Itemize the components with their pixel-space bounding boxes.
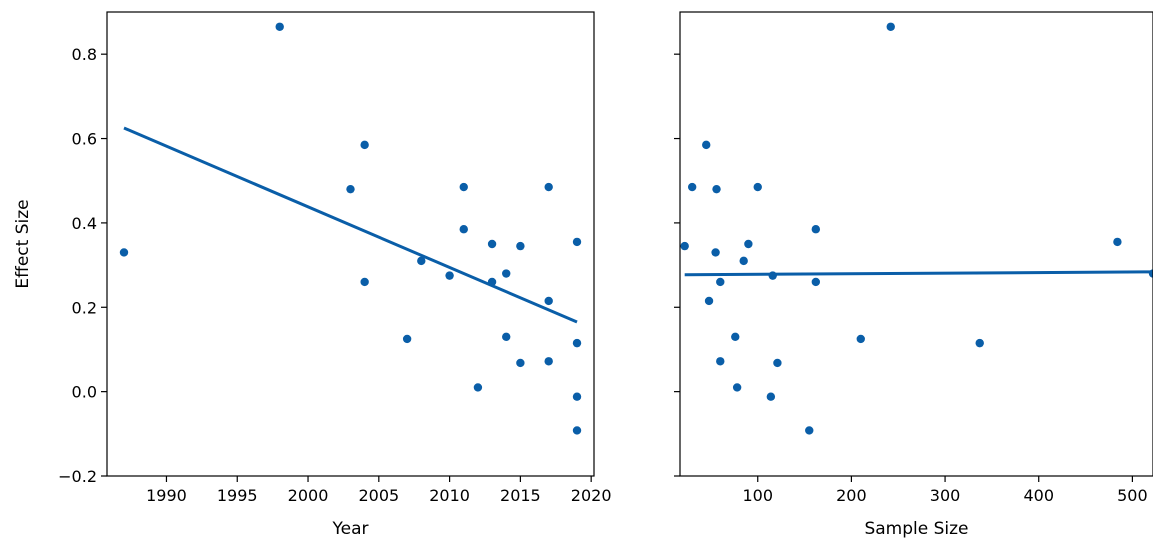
- data-point: [768, 271, 777, 280]
- data-point: [805, 426, 814, 435]
- data-point: [704, 296, 714, 306]
- data-point: [732, 383, 742, 392]
- x-tick-label: 2000: [288, 486, 329, 505]
- axes-frame: [679, 11, 1153, 477]
- data-point: [572, 392, 582, 401]
- data-point: [402, 334, 412, 344]
- y-tick-label: 0.8: [72, 45, 97, 64]
- x-axis-label: Year: [332, 519, 369, 539]
- data-point: [811, 277, 821, 287]
- data-point: [773, 358, 782, 368]
- data-point: [119, 248, 129, 257]
- data-point: [886, 22, 895, 31]
- data-point: [716, 277, 725, 287]
- y-tick-label: 0.6: [72, 130, 97, 149]
- y-tick-label: 0.0: [72, 383, 97, 402]
- x-tick-label: 1995: [217, 486, 258, 505]
- data-point: [459, 182, 468, 192]
- y-axis-label: Effect Size: [13, 199, 33, 288]
- data-point: [766, 392, 776, 401]
- x-tick-label: 2010: [429, 486, 470, 505]
- x-tick-label: 200: [836, 486, 867, 505]
- data-point: [572, 426, 582, 435]
- data-point: [731, 332, 740, 341]
- axes-frame: [106, 11, 595, 477]
- data-point: [739, 256, 748, 266]
- data-point: [975, 338, 984, 348]
- data-point: [744, 239, 753, 249]
- data-point: [502, 269, 511, 278]
- x-tick-label: 100: [742, 486, 773, 505]
- data-point: [687, 182, 697, 192]
- x-tick-label: 500: [1117, 486, 1148, 505]
- y-tick-label: 0.2: [72, 298, 97, 317]
- data-point: [544, 296, 553, 306]
- data-point: [473, 383, 483, 392]
- data-point: [544, 182, 553, 192]
- trend-line: [684, 270, 1153, 277]
- x-tick-label: 300: [930, 486, 961, 505]
- data-point: [572, 338, 582, 348]
- data-point: [487, 277, 497, 287]
- data-point: [360, 140, 369, 150]
- x-tick-label: 2015: [500, 486, 541, 505]
- x-tick-label: 2005: [358, 486, 399, 505]
- panel-sample-size: 100 200 300 400 500 Sample Size: [674, 11, 1153, 539]
- trend-line: [123, 126, 578, 324]
- data-point: [711, 248, 720, 257]
- data-point: [716, 357, 725, 366]
- data-point: [502, 332, 511, 341]
- data-point: [856, 334, 865, 344]
- data-point: [275, 22, 284, 31]
- data-point: [516, 358, 525, 368]
- data-point: [445, 271, 454, 280]
- x-tick-label: 1990: [146, 486, 187, 505]
- data-point: [753, 182, 762, 192]
- data-point: [811, 225, 821, 234]
- data-point: [516, 241, 525, 251]
- data-point: [712, 184, 721, 194]
- data-point: [1148, 269, 1153, 278]
- y-tick-label: 0.4: [72, 214, 97, 233]
- data-point: [680, 241, 689, 251]
- data-point: [360, 277, 369, 287]
- data-point: [702, 140, 711, 150]
- data-point: [459, 225, 468, 234]
- data-point: [544, 357, 553, 366]
- x-tick-label: 400: [1023, 486, 1054, 505]
- x-tick-label: 2020: [571, 486, 612, 505]
- x-axis-label: Sample Size: [864, 519, 968, 539]
- data-point: [1113, 237, 1122, 247]
- panel-year: 1990 1995 2000 2005 2010 2015 2020 −0.2 0.0 0.2 0.…: [13, 11, 612, 539]
- data-point: [346, 184, 355, 194]
- data-point: [417, 256, 426, 266]
- y-tick-label: −0.2: [58, 467, 97, 486]
- data-point: [487, 239, 497, 249]
- data-point: [572, 237, 582, 247]
